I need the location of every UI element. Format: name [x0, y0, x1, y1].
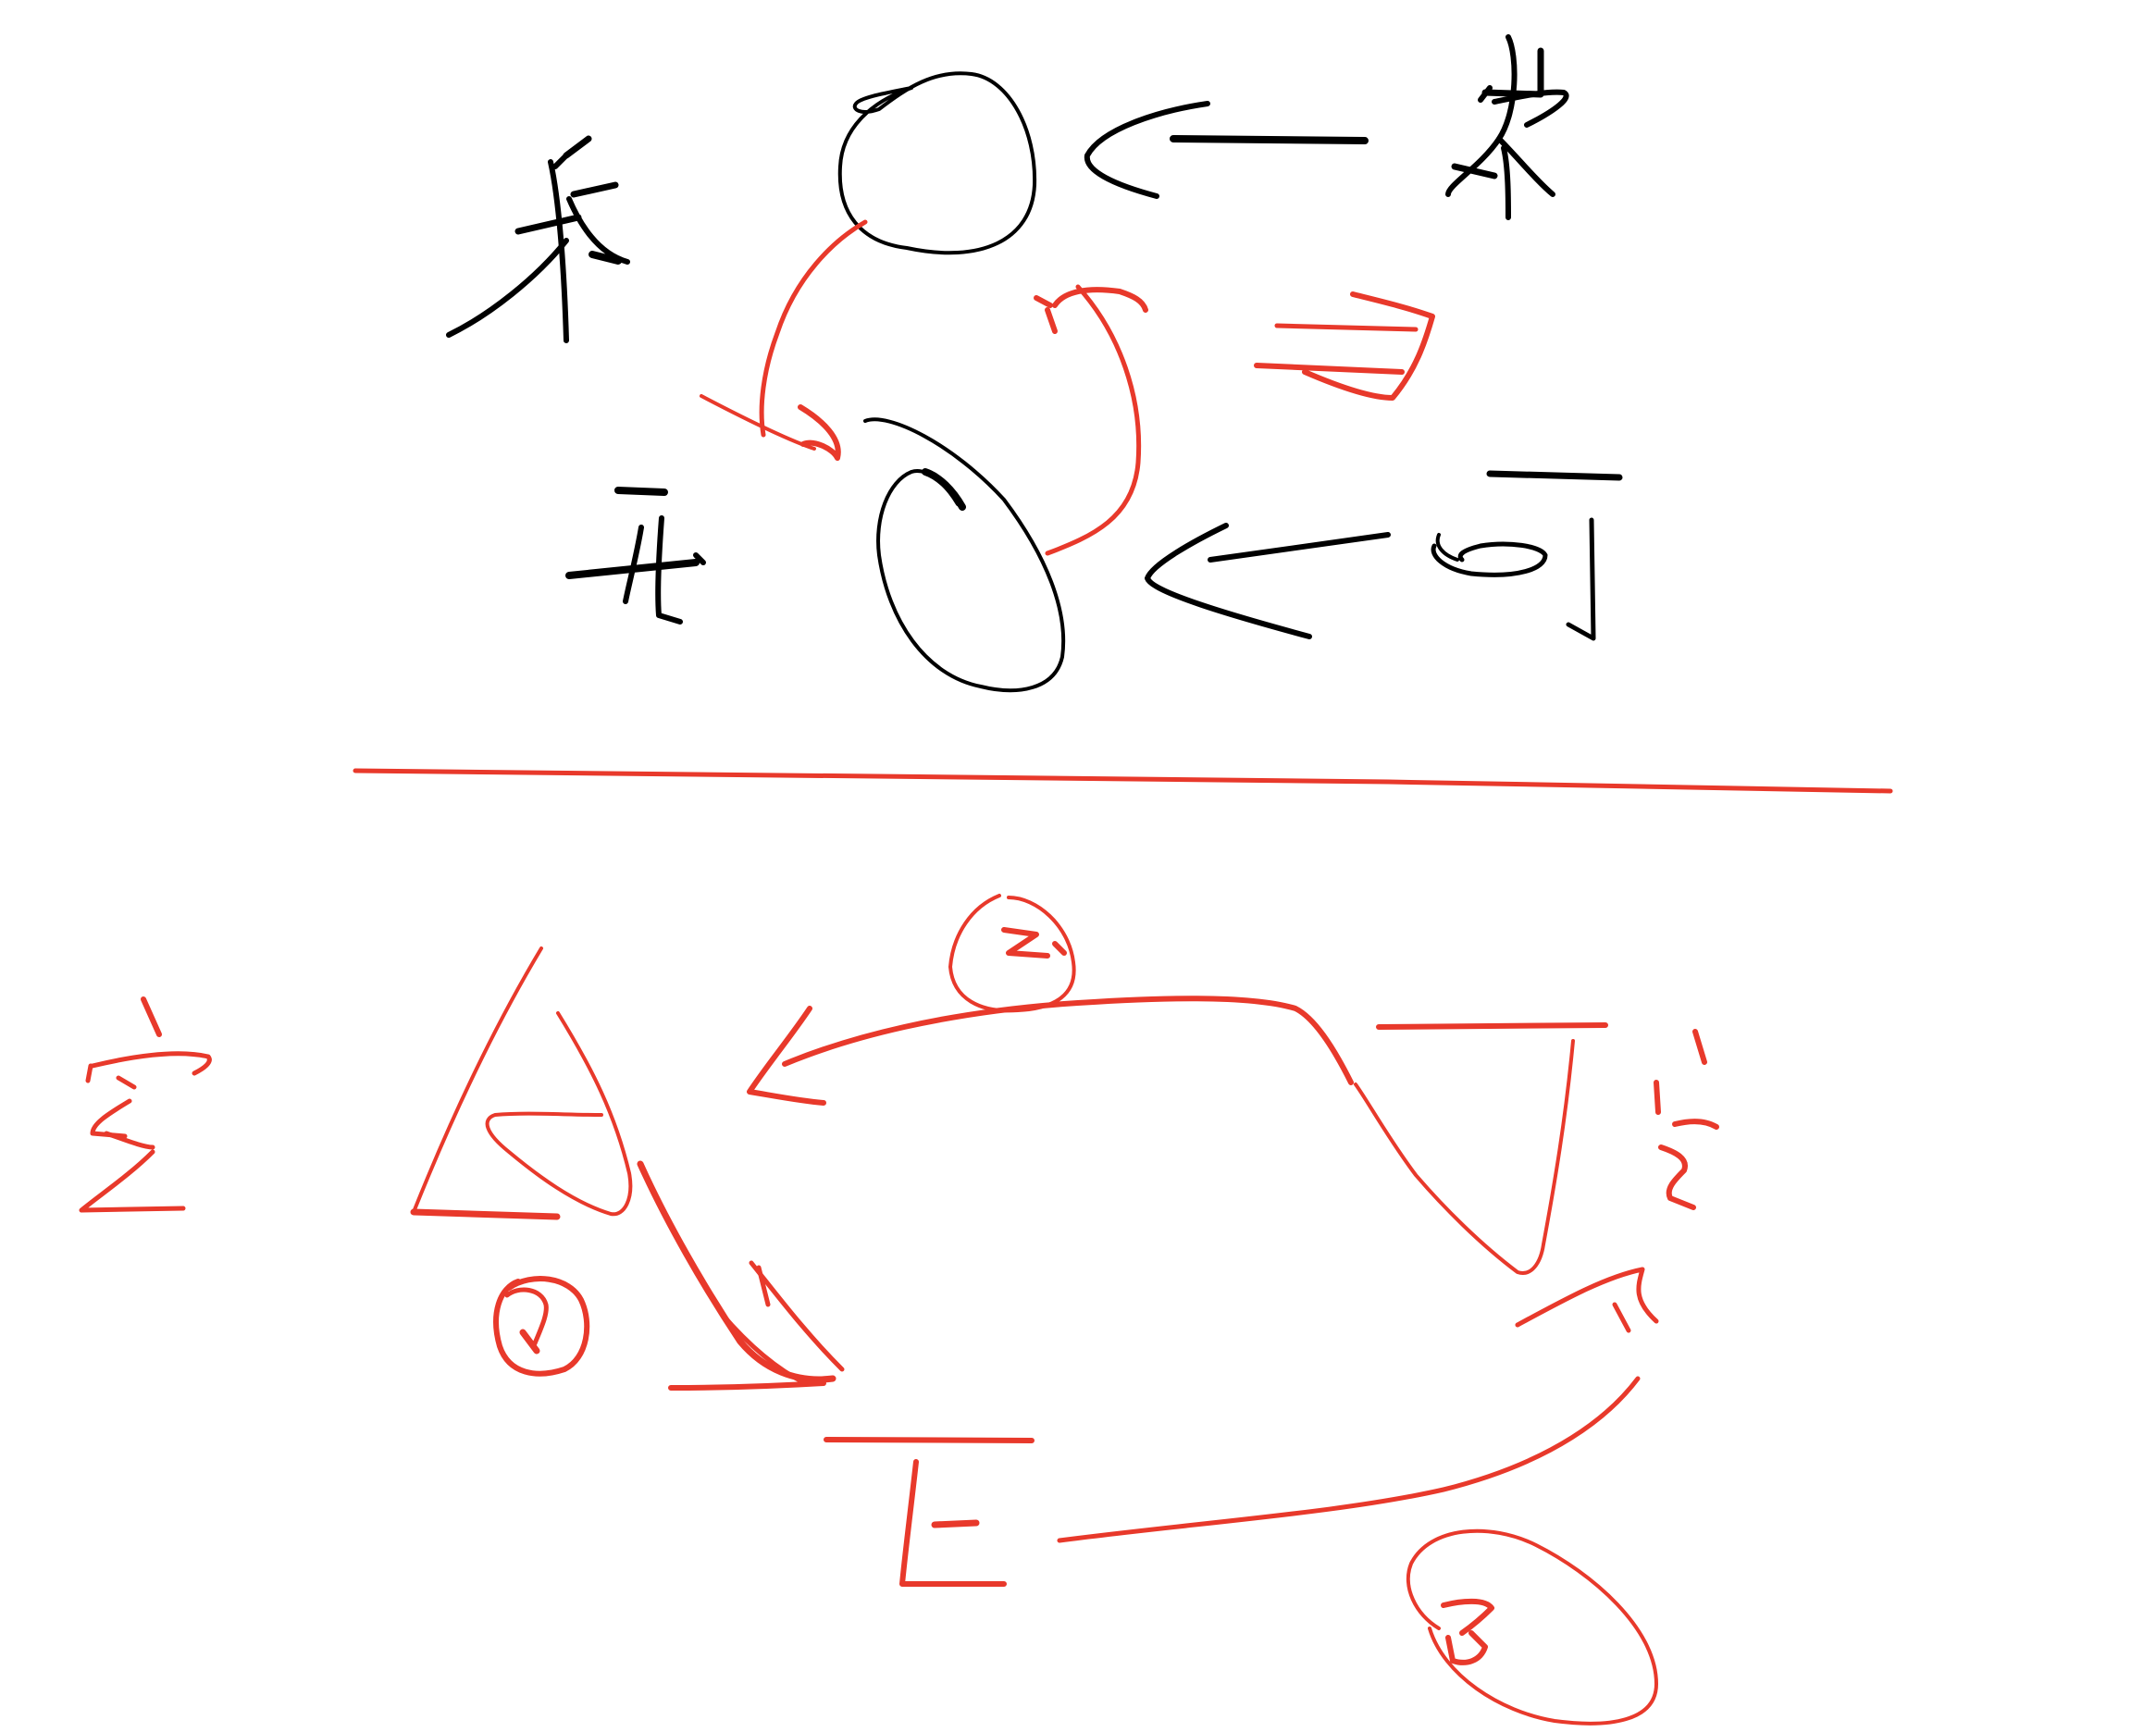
- vertex-a-character: [410, 946, 633, 1220]
- bottom-circle-node: [863, 417, 1066, 693]
- arrow-a-to-b: [637, 1160, 845, 1391]
- bottom-right-character: [1431, 470, 1623, 641]
- right-edge-character: [1654, 1029, 1719, 1210]
- bottom-left-red-character: [79, 996, 212, 1213]
- top-arrow-left: [1084, 101, 1369, 199]
- bottom-left-character: [565, 487, 706, 625]
- bottom-arrow-left: [1145, 523, 1391, 639]
- step-marker-1: [493, 1276, 590, 1377]
- vertex-b-character: [824, 1437, 1035, 1587]
- section-divider: [353, 768, 1893, 794]
- arrow-b-to-c: [1057, 1267, 1659, 1543]
- step-marker-2: [948, 894, 1076, 1013]
- step-marker-3: [1406, 1528, 1658, 1726]
- top-circle-node: [837, 71, 1037, 255]
- arrow-c-to-a: [747, 996, 1354, 1106]
- top-left-character: [446, 135, 630, 343]
- vertex-c-character: [1354, 1022, 1608, 1275]
- top-red-annotations: [700, 219, 1435, 556]
- top-right-character: [1445, 34, 1569, 220]
